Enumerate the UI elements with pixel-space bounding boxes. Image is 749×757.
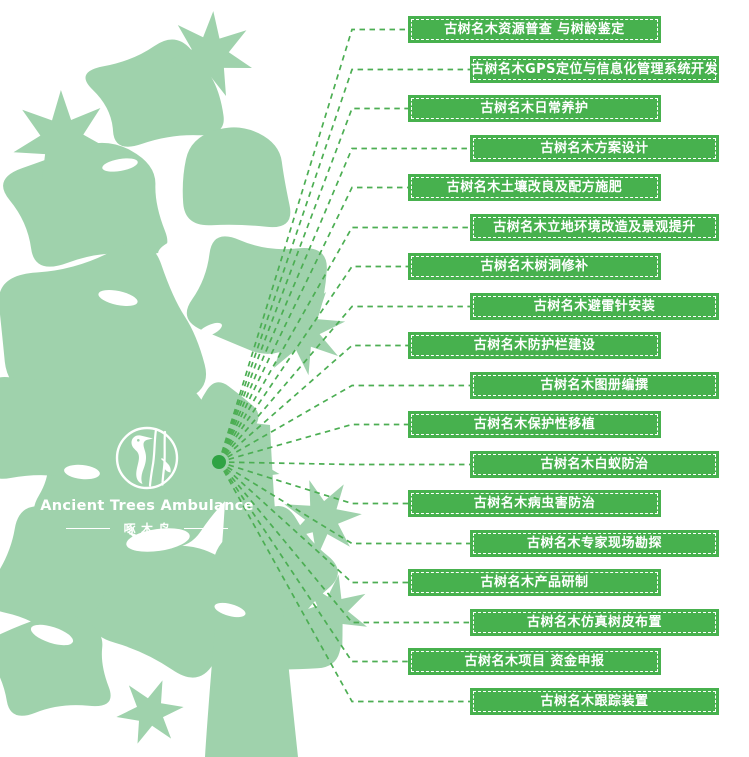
logo-name: Ancient Trees Ambulance [40, 498, 254, 514]
tree-canopy-blob [0, 506, 150, 653]
tree-leaf-cluster [254, 284, 346, 376]
tree-leaf-cluster [116, 680, 184, 744]
service-box: 古树名木树洞修补 [408, 253, 661, 280]
connector-line [218, 68, 470, 463]
trunk-line [148, 428, 158, 487]
service-label: 古树名木病虫害防治 [473, 496, 596, 511]
connector-line [218, 461, 470, 703]
connector-line [218, 107, 408, 463]
service-label: 古树名木跟踪装置 [540, 694, 649, 709]
service-box: 古树名木跟踪装置 [470, 688, 719, 715]
service-label: 古树名木避雷针安装 [533, 299, 656, 314]
tree-canopy-blob [0, 377, 90, 479]
service-box: 古树名木防护栏建设 [408, 332, 661, 359]
service-box: 古树名木日常养护 [408, 95, 661, 122]
service-box: 古树名木图册编撰 [470, 372, 719, 399]
service-label: 古树名木资源普查 与树龄鉴定 [444, 22, 625, 37]
canopy-gap [102, 158, 138, 172]
service-label: 古树名木仿真树皮布置 [526, 615, 662, 630]
decorative-line [183, 528, 228, 529]
service-box: 古树名木保护性移植 [408, 411, 661, 438]
service-box: 古树名木白蚁防治 [470, 451, 719, 478]
leaf-icon [163, 461, 171, 473]
service-box: 古树名木仿真树皮布置 [470, 609, 719, 636]
canopy-gap [198, 322, 222, 338]
service-box: 古树名木病虫害防治 [408, 490, 661, 517]
service-box: 古树名木项目 资金申报 [408, 648, 661, 675]
service-label: 古树名木专家现场勘探 [526, 536, 662, 551]
service-label: 古树名木保护性移植 [473, 417, 596, 432]
connector-line [218, 461, 470, 466]
service-box: 古树名木GPS定位与信息化管理系统开发 [470, 56, 719, 83]
hub-dot [212, 455, 226, 469]
tree-leaf-cluster [166, 11, 252, 97]
service-box: 古树名木土壤改良及配方施肥 [408, 174, 661, 201]
canopy-gap [158, 232, 212, 258]
tree-canopy-blob [182, 127, 291, 228]
tree-canopy-blob [85, 39, 224, 147]
service-label: 古树名木图册编撰 [540, 378, 649, 393]
service-label: 古树名木立地环境改造及景观提升 [493, 220, 696, 235]
connector-line [218, 461, 470, 545]
tree-canopy-blob [0, 614, 111, 716]
service-box: 古树名木立地环境改造及景观提升 [470, 214, 719, 241]
logo-chinese-name: 啄木鸟 [66, 520, 228, 537]
canopy-gap [30, 624, 74, 646]
connector-line [218, 344, 408, 463]
service-label: 古树名木白蚁防治 [540, 457, 649, 472]
woodpecker-icon [115, 426, 179, 490]
connector-line [218, 384, 470, 463]
connector-line [218, 28, 408, 463]
service-label: 古树名木树洞修补 [480, 259, 589, 274]
canopy-gap [126, 528, 190, 552]
tree-trunk [205, 420, 298, 757]
connector-line [218, 265, 408, 463]
service-box: 古树名木方案设计 [470, 135, 719, 162]
connector-line [218, 147, 470, 463]
logo: Ancient Trees Ambulance 啄木鸟 [40, 423, 253, 537]
trunk-line [161, 430, 167, 486]
service-box: 古树名木资源普查 与树龄鉴定 [408, 16, 661, 43]
tree-leaf-cluster [294, 574, 367, 649]
service-label: 古树名木土壤改良及配方施肥 [446, 180, 623, 195]
service-label: 古树名木防护栏建设 [473, 338, 596, 353]
logo-chinese-text: 啄木鸟 [123, 522, 176, 536]
service-box: 古树名木避雷针安装 [470, 293, 719, 320]
canopy-gap [214, 602, 246, 618]
canopy-gap [98, 289, 138, 307]
service-label: 古树名木日常养护 [480, 101, 589, 116]
connector-line [218, 186, 408, 463]
connector-line [218, 305, 470, 463]
canopy-gap [64, 464, 100, 480]
decorative-line [66, 528, 111, 529]
bird-eye [137, 439, 140, 442]
service-label: 古树名木GPS定位与信息化管理系统开发 [470, 62, 719, 77]
woodpecker-body [131, 435, 153, 484]
tree-leaf-cluster [13, 90, 111, 186]
service-box: 古树名木产品研制 [408, 569, 661, 596]
service-box: 古树名木专家现场勘探 [470, 530, 719, 557]
service-label: 古树名木项目 资金申报 [464, 654, 605, 669]
tree-canopy-blob [0, 243, 206, 417]
service-label: 古树名木产品研制 [480, 575, 589, 590]
service-label: 古树名木方案设计 [540, 141, 649, 156]
